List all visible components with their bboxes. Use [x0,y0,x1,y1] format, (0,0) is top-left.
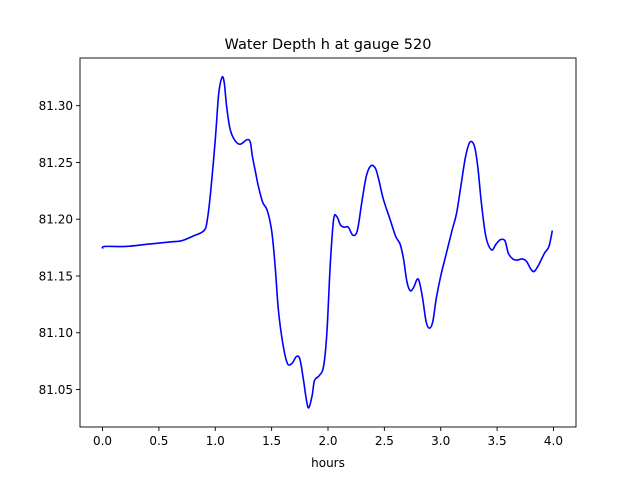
x-tick-label: 2.5 [375,434,394,448]
series-line-0 [101,75,554,409]
x-tick-label: 0.5 [149,434,168,448]
plot-area: 0.0 0.5 1.0 1.5 2.0 2.5 3.0 3.5 4.0 81.05 81.10 81.… [39,57,577,448]
y-tick-label: 81.15 [39,269,73,283]
y-tick-label: 81.20 [39,213,73,227]
y-tick-label: 81.10 [39,326,73,340]
y-tick-label: 81.25 [39,156,73,170]
x-tick-label: 3.0 [431,434,450,448]
x-tick-label: 2.0 [318,434,337,448]
chart-title: Water Depth h at gauge 520 [225,37,432,53]
y-tick-label: 81.05 [39,383,73,397]
x-axis-label: hours [311,456,345,470]
x-tick-label: 1.0 [206,434,225,448]
x-tick-label: 4.0 [544,434,563,448]
x-tick-label: 0.0 [93,434,112,448]
x-tick-label: 1.5 [262,434,281,448]
y-tick-label: 81.30 [39,99,73,113]
x-tick-label: 3.5 [488,434,507,448]
